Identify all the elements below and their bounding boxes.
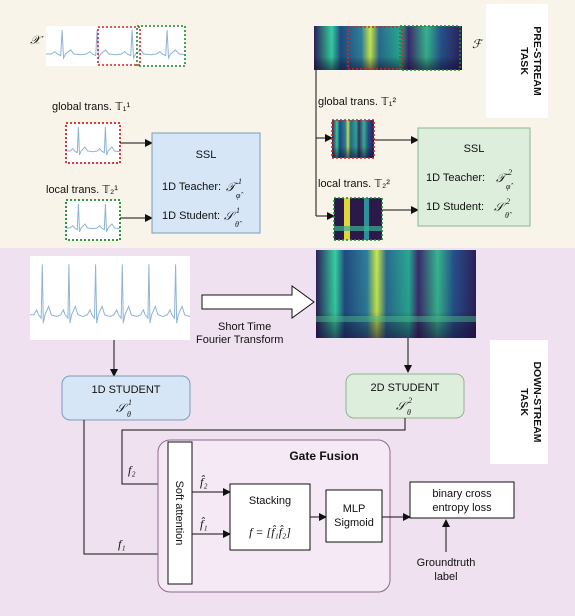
ecg-large — [30, 256, 191, 340]
svg-text:1: 1 — [238, 177, 242, 186]
svg-text:2D STUDENT: 2D STUDENT — [370, 382, 439, 394]
local-trans-2d-label: local trans. 𝕋₂² — [318, 178, 390, 190]
global-trans-2d-label: global trans. 𝕋₁² — [318, 96, 396, 108]
svg-text:2: 2 — [508, 168, 512, 177]
svg-text:1D Teacher:: 1D Teacher: — [426, 172, 485, 184]
svg-text:2: 2 — [408, 396, 412, 405]
path-f1 — [83, 420, 169, 558]
f2-label: f₂ — [128, 463, 136, 477]
local-trans-1d-label: local trans. 𝕋₂¹ — [46, 184, 118, 196]
svg-text:θ̂: θ̂ — [235, 220, 242, 229]
svg-text:entropy loss: entropy loss — [432, 502, 492, 514]
svg-text:1D Teacher:: 1D Teacher: — [162, 181, 221, 193]
down-stream-label-line1: DOWN-STREAM — [531, 361, 543, 442]
stft-hollow-arrow — [201, 285, 315, 319]
svg-text:θ̂: θ̂ — [505, 211, 512, 220]
spectrogram-large — [316, 250, 476, 338]
groundtruth-label-line2: label — [434, 571, 457, 583]
mlp-sigmoid-box: MLP Sigmoid — [325, 489, 383, 543]
pre-stream-label-box — [486, 4, 548, 118]
svg-text:φ̂: φ̂ — [506, 182, 513, 191]
local-crop-1d — [65, 199, 121, 241]
svg-text:Stacking: Stacking — [249, 495, 291, 507]
loss-box: binary cross entropy loss — [409, 481, 515, 519]
local-crop-2d — [333, 197, 383, 241]
gate-fusion-title: Gate Fusion — [289, 449, 358, 463]
student-2d-box: 2D STUDENT 𝒮 2 θ — [345, 373, 465, 419]
svg-text:1D Student:: 1D Student: — [426, 201, 484, 213]
stft-label-line1: Short Time — [218, 321, 271, 333]
svg-text:Sigmoid: Sigmoid — [334, 517, 374, 529]
path-f2 — [121, 418, 406, 488]
svg-text:2: 2 — [506, 197, 510, 206]
svg-text:1D STUDENT: 1D STUDENT — [91, 384, 160, 396]
stacking-box: Stacking f = [f̂₁f̂₂] — [229, 483, 311, 551]
global-crop-1d — [65, 122, 121, 164]
svg-text:1D Student:: 1D Student: — [162, 210, 220, 222]
svg-text:1: 1 — [236, 206, 240, 215]
ssl-2d-box: SSL 1D Teacher: 𝒯 2 φ̂ 1D Student: 𝒮 2 θ… — [417, 127, 531, 227]
spectrogram-symbol: ℱ — [472, 37, 484, 51]
f1-hat-label: f̂₁ — [200, 516, 208, 531]
svg-text:SSL: SSL — [196, 149, 217, 161]
soft-attention-label: Soft attention — [173, 481, 185, 546]
svg-text:SSL: SSL — [464, 143, 485, 155]
soft-attention-box — [167, 441, 193, 585]
ssl-1d-box: SSL 1D Teacher: 𝒯 1 φ̂ 1D Student: 𝒮 1 θ… — [151, 132, 261, 234]
pre-stream-label-line2: TASK — [518, 47, 530, 75]
down-stream-label-line2: TASK — [518, 388, 530, 416]
groundtruth-label-line1: Groundtruth — [417, 557, 476, 569]
svg-text:θ: θ — [127, 410, 131, 419]
svg-text:1: 1 — [128, 398, 132, 407]
spectrogram-thumbnail — [314, 25, 462, 71]
svg-text:φ̂: φ̂ — [236, 191, 243, 200]
svg-text:f = [f̂₁f̂₂]: f = [f̂₁f̂₂] — [249, 524, 291, 539]
global-trans-1d-label: global trans. 𝕋₁¹ — [52, 101, 130, 113]
svg-text:θ: θ — [407, 408, 411, 417]
f1-label: f₁ — [118, 537, 126, 551]
down-stream-label-box — [490, 340, 548, 464]
svg-text:binary cross: binary cross — [432, 488, 492, 500]
student-1d-box: 1D STUDENT 𝒮 1 θ — [61, 375, 191, 421]
stft-label-line2: Fourier Transform — [196, 334, 283, 346]
pre-stream-label-line1: PRE-STREAM — [531, 26, 543, 96]
global-crop-2d — [331, 119, 375, 159]
ecg-thumbnail — [46, 25, 187, 67]
svg-text:MLP: MLP — [343, 503, 366, 515]
f2-hat-label: f̂₂ — [200, 474, 208, 489]
